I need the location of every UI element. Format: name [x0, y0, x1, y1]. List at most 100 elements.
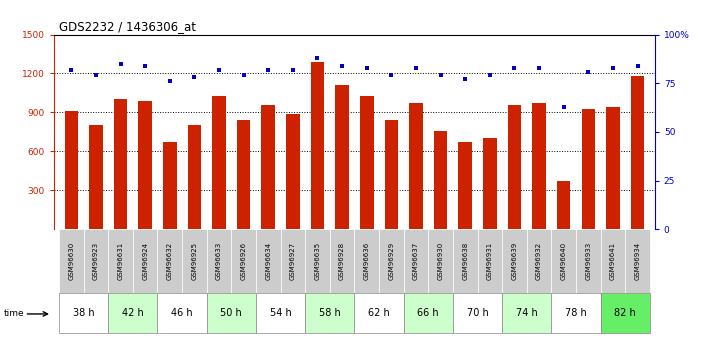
Text: GSM96637: GSM96637 [413, 242, 419, 280]
Text: GDS2232 / 1436306_at: GDS2232 / 1436306_at [59, 20, 196, 33]
Bar [330, 229, 354, 293]
Bar [453, 293, 502, 333]
Text: GSM96928: GSM96928 [339, 242, 345, 280]
Bar [281, 229, 305, 293]
Bar [59, 293, 108, 333]
Point [410, 65, 422, 70]
Bar [237, 120, 250, 229]
Text: GSM96634: GSM96634 [265, 242, 272, 280]
Text: GSM96926: GSM96926 [240, 242, 247, 280]
Bar [428, 229, 453, 293]
Text: 42 h: 42 h [122, 308, 144, 318]
Text: 54 h: 54 h [269, 308, 292, 318]
Text: GSM96639: GSM96639 [511, 242, 518, 280]
Bar [286, 114, 299, 229]
Bar [108, 293, 157, 333]
Bar [606, 107, 620, 229]
Bar [434, 131, 447, 229]
Text: GSM96633: GSM96633 [216, 242, 222, 280]
Text: GSM96934: GSM96934 [635, 242, 641, 280]
Bar [379, 229, 404, 293]
Text: time: time [4, 309, 24, 318]
Text: GSM96641: GSM96641 [610, 242, 616, 280]
Bar [163, 142, 176, 229]
Bar [410, 104, 423, 229]
Text: 66 h: 66 h [417, 308, 439, 318]
Bar [552, 293, 601, 333]
Bar [336, 85, 349, 229]
Bar [508, 105, 521, 229]
Bar [65, 111, 78, 229]
Bar [311, 62, 324, 229]
Bar [256, 293, 305, 333]
Text: 70 h: 70 h [466, 308, 488, 318]
Text: 62 h: 62 h [368, 308, 390, 318]
Text: GSM96930: GSM96930 [437, 242, 444, 280]
Text: GSM96925: GSM96925 [191, 242, 198, 280]
Point [90, 73, 102, 78]
Text: 50 h: 50 h [220, 308, 242, 318]
Point [509, 65, 520, 70]
Bar [133, 229, 157, 293]
Text: GSM96630: GSM96630 [68, 242, 74, 280]
Text: GSM96932: GSM96932 [536, 242, 542, 280]
Text: GSM96635: GSM96635 [314, 242, 321, 280]
Point [139, 63, 151, 68]
Bar [207, 229, 231, 293]
Point [558, 104, 570, 109]
Bar [305, 293, 354, 333]
Text: GSM96640: GSM96640 [561, 242, 567, 280]
Bar [502, 293, 552, 333]
Bar [182, 229, 207, 293]
Bar [459, 142, 472, 229]
Bar [483, 138, 496, 229]
Text: GSM96927: GSM96927 [290, 242, 296, 280]
Bar [305, 229, 330, 293]
Bar [354, 229, 379, 293]
Point [361, 65, 373, 70]
Point [238, 73, 250, 78]
Text: GSM96933: GSM96933 [585, 242, 592, 280]
Bar [84, 229, 108, 293]
Bar [502, 229, 527, 293]
Bar [108, 229, 133, 293]
Point [115, 61, 127, 67]
Point [533, 65, 545, 70]
Bar [404, 229, 428, 293]
Text: 58 h: 58 h [319, 308, 341, 318]
Bar [59, 229, 84, 293]
Bar [582, 109, 595, 229]
Bar [213, 96, 226, 229]
Point [632, 63, 643, 68]
Bar [631, 76, 644, 229]
Text: GSM96631: GSM96631 [117, 242, 124, 280]
Bar [533, 104, 546, 229]
Bar [231, 229, 256, 293]
Bar [207, 293, 256, 333]
Point [262, 67, 274, 72]
Point [484, 73, 496, 78]
Bar [453, 229, 478, 293]
Text: GSM96929: GSM96929 [388, 242, 395, 280]
Point [312, 55, 324, 61]
Point [65, 67, 77, 72]
Bar [262, 105, 275, 229]
Bar [576, 229, 601, 293]
Point [459, 77, 471, 82]
Bar [404, 293, 453, 333]
Point [188, 75, 200, 80]
Text: GSM96636: GSM96636 [364, 242, 370, 280]
Text: GSM96632: GSM96632 [167, 242, 173, 280]
Bar [601, 293, 650, 333]
Bar [188, 126, 201, 229]
Point [435, 73, 447, 78]
Text: GSM96924: GSM96924 [142, 242, 148, 280]
Text: GSM96923: GSM96923 [93, 242, 99, 280]
Bar [139, 101, 152, 229]
Point [336, 63, 348, 68]
Bar [385, 120, 398, 229]
Bar [601, 229, 625, 293]
Point [607, 65, 619, 70]
Point [385, 73, 397, 78]
Bar [157, 293, 207, 333]
